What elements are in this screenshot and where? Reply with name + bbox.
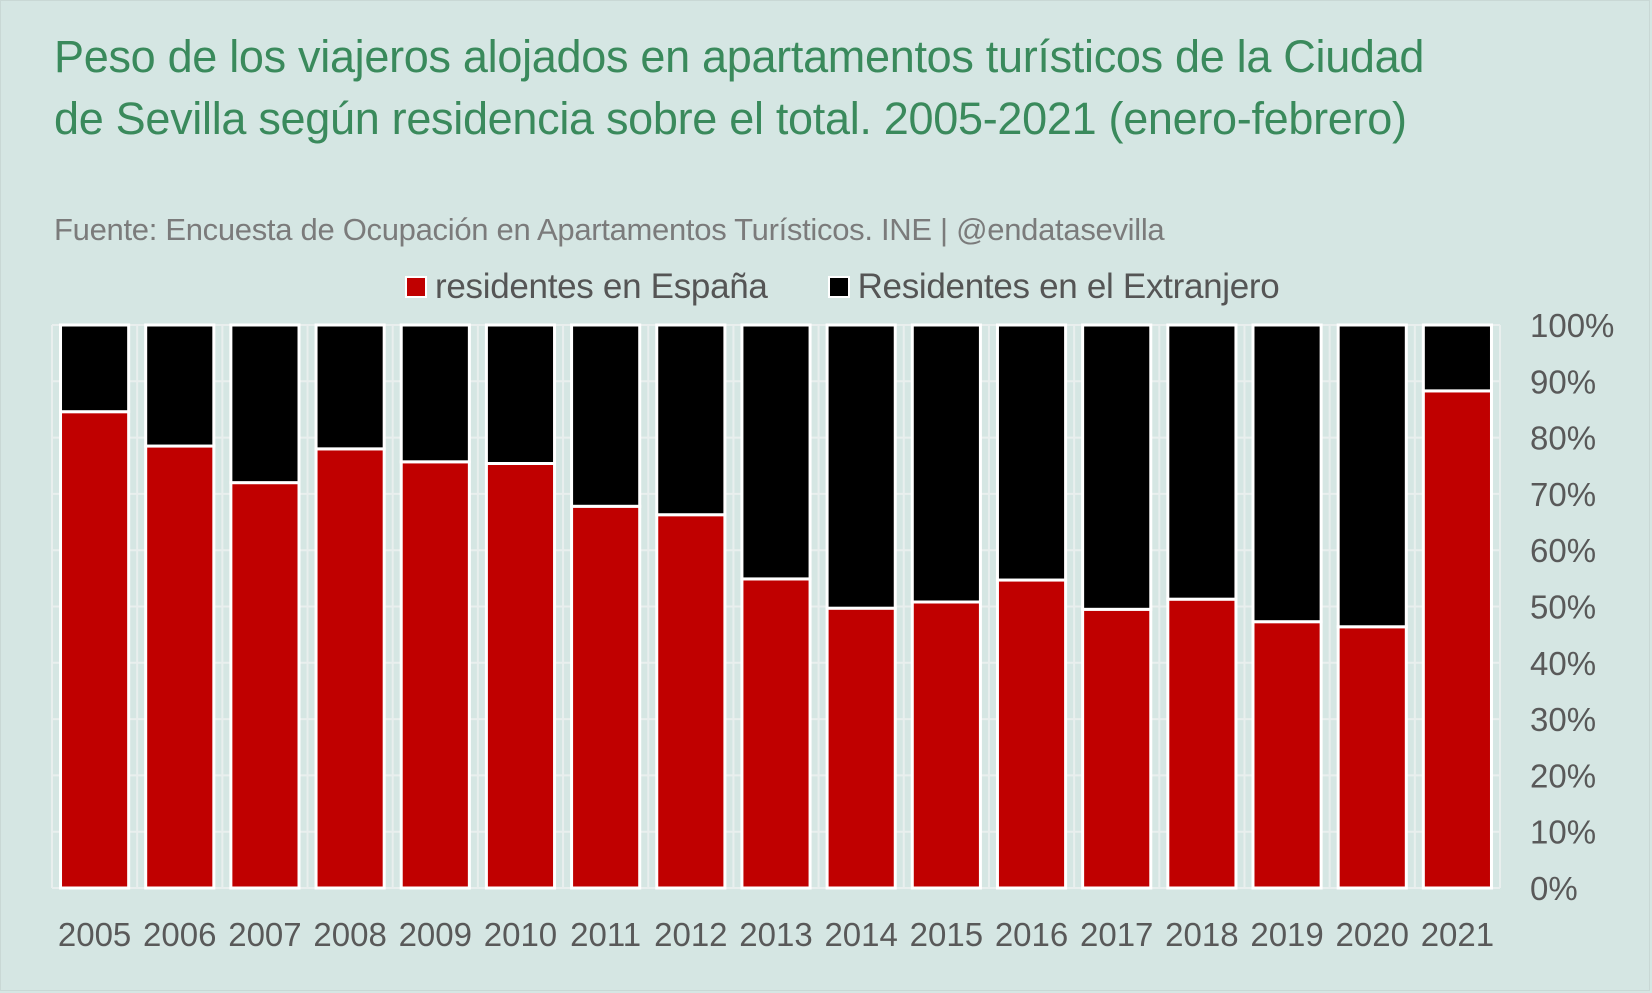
legend-item-spain: residentes en España: [405, 267, 768, 307]
x-tick-label: 2020: [1336, 916, 1409, 953]
bar-spain: [399, 460, 471, 890]
legend-label-abroad: Residentes en el Extranjero: [857, 267, 1280, 306]
bar-abroad: [1166, 323, 1238, 601]
x-tick-label: 2021: [1421, 916, 1494, 953]
x-tick-label: 2005: [58, 916, 131, 953]
bar-abroad: [59, 323, 131, 414]
bar-abroad: [1421, 323, 1493, 393]
bar-spain: [1081, 607, 1153, 890]
y-tick-label: 50%: [1530, 589, 1596, 626]
y-tick-label: 70%: [1530, 476, 1596, 513]
bar-abroad: [995, 323, 1068, 582]
x-tick-label: 2015: [910, 916, 983, 953]
bar-spain: [1166, 597, 1238, 890]
x-tick-label: 2016: [995, 916, 1068, 953]
bar-abroad: [740, 323, 812, 581]
x-tick-label: 2019: [1250, 916, 1323, 953]
x-tick-label: 2006: [143, 916, 216, 953]
bar-spain: [1251, 620, 1323, 890]
x-tick-label: 2018: [1165, 916, 1238, 953]
y-tick-label: 10%: [1530, 814, 1596, 851]
bar-spain: [144, 444, 216, 890]
legend-swatch-spain: [405, 276, 427, 298]
x-tick-label: 2008: [313, 916, 386, 953]
x-tick-label: 2010: [484, 916, 557, 953]
bar-spain: [484, 461, 557, 890]
bar-abroad: [1336, 323, 1408, 629]
y-tick-label: 90%: [1530, 363, 1596, 400]
legend-label-spain: residentes en España: [435, 267, 768, 306]
legend-swatch-abroad: [827, 276, 850, 298]
y-tick-label: 20%: [1530, 757, 1596, 794]
chart-title: Peso de los viajeros alojados en apartam…: [54, 31, 1425, 144]
x-tick-label: 2013: [739, 916, 812, 953]
chart-subtitle: Fuente: Encuesta de Ocupación en Apartam…: [54, 212, 1165, 247]
bar-abroad: [825, 323, 897, 610]
bar-abroad: [314, 323, 386, 451]
bar-abroad: [484, 323, 557, 465]
y-tick-label: 60%: [1530, 532, 1596, 569]
x-tick-label: 2014: [824, 916, 897, 953]
bar-spain: [570, 504, 642, 890]
bar-spain: [59, 410, 131, 890]
bar-spain: [740, 577, 812, 890]
bar-spain: [229, 481, 301, 890]
bar-abroad: [570, 323, 642, 508]
bar-spain: [825, 606, 897, 890]
bar-abroad: [910, 323, 982, 604]
x-tick-label: 2011: [570, 916, 641, 953]
x-tick-label: 2012: [654, 916, 727, 953]
y-tick-label: 0%: [1530, 870, 1578, 907]
legend-item-abroad: Residentes en el Extranjero: [827, 267, 1280, 307]
y-tick-label: 30%: [1530, 701, 1596, 738]
x-tick-label: 2009: [399, 916, 472, 953]
y-tick-label: 100%: [1530, 307, 1614, 344]
y-tick-label: 80%: [1530, 420, 1596, 457]
bar-spain: [655, 513, 727, 890]
bar-abroad: [144, 323, 216, 448]
bar-abroad: [229, 323, 301, 485]
y-tick-label: 40%: [1530, 645, 1596, 682]
bar-abroad: [399, 323, 471, 464]
bar-spain: [910, 600, 982, 890]
legend: residentes en España Residentes en el Ex…: [405, 265, 1280, 309]
bar-spain: [995, 578, 1068, 890]
x-tick-label: 2017: [1080, 916, 1153, 953]
bar-abroad: [1251, 323, 1323, 624]
bar-abroad: [1081, 323, 1153, 611]
bar-spain: [1421, 389, 1493, 890]
bar-spain: [1336, 625, 1408, 890]
bar-spain: [314, 447, 386, 890]
bar-abroad: [655, 323, 727, 517]
x-tick-label: 2007: [228, 916, 301, 953]
